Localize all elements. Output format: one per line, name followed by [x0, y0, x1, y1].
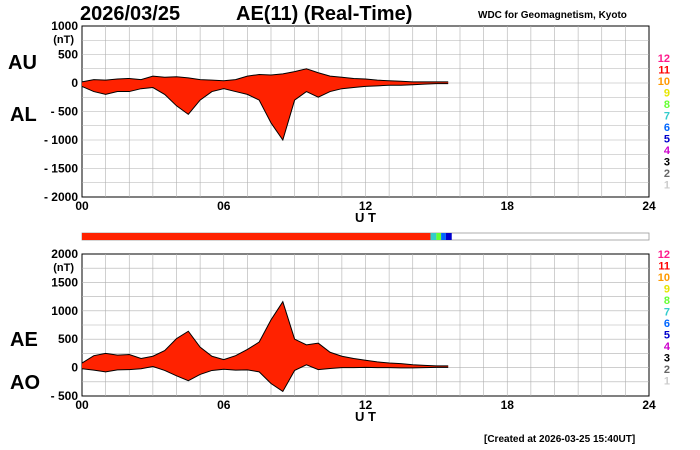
legend-item: 7	[664, 307, 670, 319]
y-tick-label: - 1500	[44, 162, 78, 176]
legend-item: 1	[664, 180, 670, 192]
y-tick-label: 1500	[51, 275, 78, 289]
y-tick-label: 0	[71, 76, 78, 90]
y-unit-label: (nT)	[53, 262, 74, 274]
created-timestamp: [Created at 2026-03-25 15:40UT]	[484, 434, 636, 445]
x-tick-label: 24	[642, 199, 656, 213]
y-tick-label: - 1000	[44, 133, 78, 147]
legend-item: 6	[664, 122, 670, 134]
x-tick-label: 18	[501, 398, 515, 412]
series-fill-au-al	[82, 68, 449, 140]
x-tick-label: 06	[217, 398, 231, 412]
legend-item: 11	[658, 261, 670, 273]
legend-item: 9	[664, 284, 670, 296]
legend-item: 3	[664, 157, 670, 169]
x-tick-label: 12	[359, 199, 373, 213]
series-line-ae	[81, 300, 449, 367]
legend-item: 8	[664, 99, 670, 111]
x-tick-label: 00	[75, 398, 89, 412]
x-tick-label: 00	[75, 199, 89, 213]
series-line-al	[81, 83, 449, 142]
series-fill-ae-ao	[82, 301, 449, 392]
y-tick-label: 1000	[51, 304, 78, 318]
legend-item: 12	[658, 249, 670, 261]
status-bar-segment	[441, 233, 446, 240]
legend-item: 5	[664, 134, 670, 146]
status-bar-segment	[82, 233, 431, 240]
y-tick-label: 500	[58, 48, 78, 62]
label-al: AL	[10, 104, 37, 126]
y-tick-label: 0	[71, 361, 78, 375]
legend-item: 6	[664, 318, 670, 330]
y-unit-label: (nT)	[53, 34, 74, 46]
series-line-ao	[81, 364, 449, 393]
legend-item: 5	[664, 330, 670, 342]
legend-item: 8	[664, 295, 670, 307]
x-axis-label: U T	[355, 409, 376, 424]
series-line-au	[81, 68, 449, 83]
data-source-label: WDC for Geomagnetism, Kyoto	[478, 10, 627, 21]
legend-item: 3	[664, 353, 670, 365]
legend-item: 7	[664, 111, 670, 123]
legend-item: 10	[658, 272, 670, 284]
x-tick-label: 12	[359, 398, 373, 412]
status-bar-segment	[436, 233, 442, 240]
legend-item: 4	[664, 341, 671, 353]
page-title: AE(11) (Real-Time)	[236, 3, 413, 25]
status-bar-segment	[445, 233, 452, 240]
x-axis-label: U T	[355, 210, 376, 225]
legend-item: 11	[658, 65, 670, 77]
legend-item: 9	[664, 88, 670, 100]
y-tick-label: 500	[58, 332, 78, 346]
x-tick-label: 24	[642, 398, 656, 412]
y-tick-label: 2000	[51, 247, 78, 261]
label-au: AU	[8, 52, 37, 74]
y-tick-label: - 500	[51, 105, 79, 119]
legend-item: 2	[664, 364, 670, 376]
legend-item: 4	[664, 145, 671, 157]
x-tick-label: 18	[501, 199, 515, 213]
legend-item: 12	[658, 53, 670, 65]
legend-item: 2	[664, 168, 670, 180]
legend-item: 1	[664, 376, 670, 388]
label-ae: AE	[10, 329, 38, 351]
chart-date: 2026/03/25	[80, 3, 181, 25]
x-tick-label: 06	[217, 199, 231, 213]
status-bar-segment	[430, 233, 437, 240]
label-ao: AO	[10, 372, 40, 394]
y-tick-label: - 2000	[44, 190, 78, 204]
y-tick-label: 1000	[51, 19, 78, 33]
y-tick-label: - 500	[51, 389, 79, 403]
legend-item: 10	[658, 76, 670, 88]
